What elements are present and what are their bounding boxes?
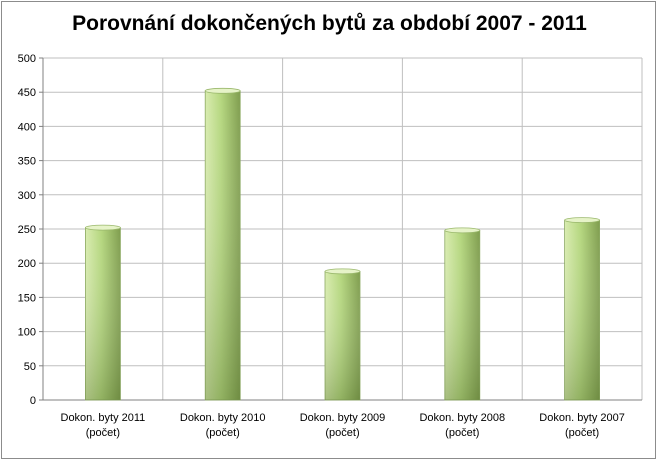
- y-tick-label: 400: [18, 121, 36, 133]
- x-category-label: Dokon. byty 2008 (počet): [419, 412, 505, 439]
- bar: [444, 227, 481, 401]
- y-tick-label: 350: [18, 156, 36, 168]
- x-category-label: Dokon. byty 2009 (počet): [300, 412, 386, 439]
- bars: [85, 87, 600, 401]
- y-tick-label: 450: [18, 87, 36, 99]
- bar: [564, 217, 600, 401]
- x-category-label: Dokon. byty 2010 (počet): [180, 412, 266, 439]
- chart-title: Porovnání dokončených bytů za období 200…: [72, 12, 587, 35]
- y-axis: 0 50 100 150 200 250 300 350 400 450 500: [18, 53, 642, 407]
- y-tick-label: 50: [24, 361, 36, 373]
- y-tick-label: 200: [18, 258, 36, 270]
- y-tick-label: 500: [18, 53, 36, 65]
- x-axis-labels: Dokon. byty 2011 (počet) Dokon. byty 2010(…: [61, 412, 625, 439]
- y-tick-label: 300: [18, 190, 36, 202]
- x-category-label: Dokon. byty 2007 (počet): [539, 412, 625, 439]
- y-tick-label: 0: [30, 395, 36, 407]
- bar: [204, 87, 241, 401]
- y-tick-label: 250: [18, 224, 36, 236]
- y-tick-label: 150: [18, 292, 36, 304]
- y-tick-label: 100: [18, 327, 36, 339]
- bar: [324, 268, 361, 401]
- bar: [85, 224, 121, 401]
- x-category-label: Dokon. byty 2011 (počet): [61, 412, 146, 439]
- gridlines: [43, 57, 643, 400]
